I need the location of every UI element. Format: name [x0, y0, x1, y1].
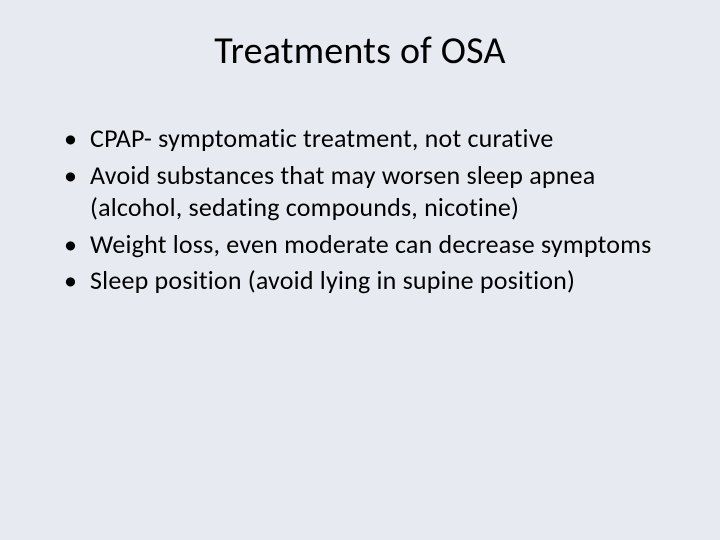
slide-title: Treatments of OSA	[40, 28, 680, 74]
slide-container: Treatments of OSA CPAP- symptomatic trea…	[0, 0, 720, 540]
list-item: CPAP- symptomatic treatment, not curativ…	[64, 122, 680, 155]
bullet-list: CPAP- symptomatic treatment, not curativ…	[40, 122, 680, 297]
list-item: Sleep position (avoid lying in supine po…	[64, 264, 680, 297]
list-item: Avoid substances that may worsen sleep a…	[64, 159, 680, 224]
list-item: Weight loss, even moderate can decrease …	[64, 228, 680, 261]
